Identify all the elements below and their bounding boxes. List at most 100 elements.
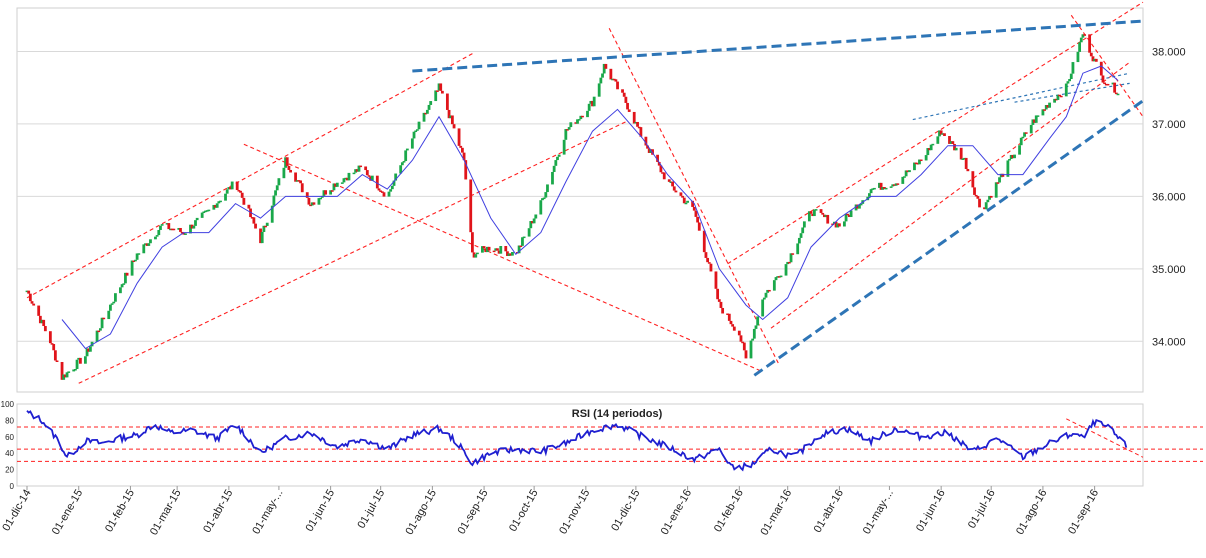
price-candle [767,289,771,292]
price-candle [435,90,439,92]
price-candle [43,326,47,332]
price-candle [801,227,805,234]
price-candle [751,338,755,341]
price-candle [796,243,800,255]
price-candle [412,131,416,139]
price-candle [457,128,461,146]
price-candle [592,96,596,107]
price-candle [207,209,211,212]
price-candle [447,109,451,119]
price-candle [776,276,780,278]
price-candle [247,204,251,209]
price-candle [762,297,766,300]
price-candle [878,182,881,188]
price-candle [749,340,753,359]
price-candle [144,243,147,245]
price-candle [704,252,708,258]
price-candle [948,136,951,144]
rsi-y-tick-label: 80 [5,416,14,425]
price-candle [858,204,861,209]
price-candle [579,115,583,120]
price-candle [517,245,521,254]
price-candle [1078,42,1082,52]
price-candle [1088,34,1092,53]
price-candle [989,195,993,198]
price-candle [837,223,841,227]
price-candle [289,169,292,173]
price-candle [142,244,146,254]
price-candle [184,233,187,235]
price-candle [272,195,276,206]
price-candle [1111,82,1115,85]
price-candle [402,161,406,163]
price-candle [634,121,638,124]
price-candle [983,207,986,210]
rsi-y-tick-label: 20 [5,466,14,475]
moving-average [61,65,1119,350]
price-candle [901,176,905,184]
price-y-tick-label: 35.000 [1152,264,1186,276]
price-candle [359,165,363,168]
price-candle [440,90,444,94]
channel-line [727,1,1144,265]
price-candle [100,317,104,329]
price-candle [1053,98,1056,103]
price-candle [894,183,898,186]
price-candle [709,263,713,272]
price-candle [1054,98,1058,101]
price-candle [604,63,608,69]
price-candle [410,138,414,149]
price-candle [379,190,383,192]
price-candle [1071,62,1075,74]
price-candle [1041,109,1045,116]
price-candle [657,161,661,166]
price-candle [134,259,137,262]
price-candle [986,199,990,203]
price-candle [1068,79,1072,82]
price-candle [732,326,736,331]
price-candle [551,171,554,185]
price-candle [235,181,239,191]
rsi-plot-area [16,403,1144,487]
price-candle [597,83,601,97]
price-candle [644,136,648,146]
price-candle [87,348,91,352]
price-candle [627,109,631,112]
price-candle [484,248,488,253]
price-candle [73,369,77,371]
price-candle [324,190,328,195]
price-candle [797,237,801,244]
price-candle [1089,52,1093,57]
price-candle [487,246,491,251]
rsi-y-tick-label: 0 [10,482,15,491]
price-candle [334,183,338,187]
price-y-tick-label: 34.000 [1152,336,1186,348]
price-candle [928,148,931,151]
trend-line [912,72,1130,121]
price-candle [637,126,641,129]
price-candle [1011,154,1015,159]
price-candle [270,205,274,223]
price-candle [587,103,591,111]
price-candle [764,292,768,298]
price-candle [667,179,671,182]
price-candle [124,272,127,284]
price-candle [357,165,361,172]
rsi-line [26,410,1128,472]
price-candle [939,130,943,135]
price-candle [672,186,676,191]
price-candle [791,253,795,255]
price-candle [1064,83,1068,97]
price-candle [679,192,683,196]
price-candle [1066,81,1070,84]
price-candle [959,147,963,160]
price-candle [869,189,873,194]
price-candle [445,93,449,110]
price-candle [1018,145,1021,155]
price-candle [240,192,244,198]
price-candle [429,101,433,105]
price-candle [399,165,403,174]
price-candle [335,182,339,187]
price-candle [761,299,765,317]
price-candle [97,330,101,333]
